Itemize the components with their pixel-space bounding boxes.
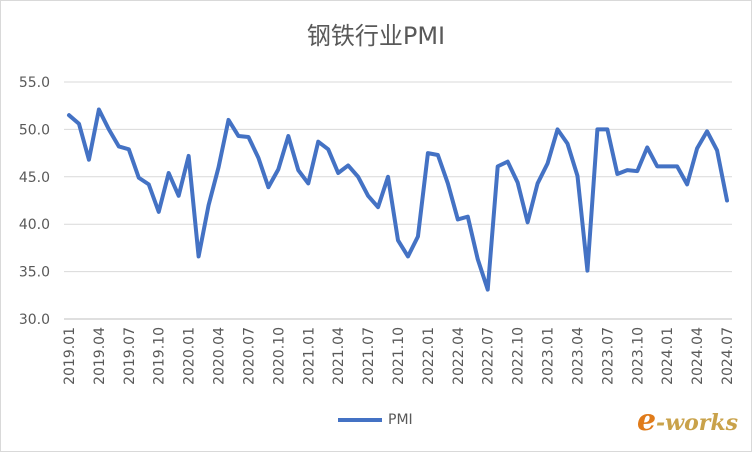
x-tick-label: 2020.10 bbox=[271, 327, 287, 385]
watermark-text: -works bbox=[656, 410, 738, 436]
x-tick-label: 2023.07 bbox=[600, 327, 616, 385]
x-tick-label: 2019.10 bbox=[152, 327, 168, 385]
legend-swatch bbox=[338, 418, 382, 422]
x-tick-label: 2019.07 bbox=[122, 327, 138, 385]
x-tick-label: 2020.04 bbox=[212, 327, 228, 385]
legend: PMI bbox=[338, 412, 413, 428]
y-tick-label: 40.0 bbox=[19, 217, 50, 233]
x-tick-label: 2021.07 bbox=[361, 327, 377, 385]
x-tick-label: 2021.04 bbox=[331, 327, 347, 385]
x-tick-label: 2021.01 bbox=[301, 327, 317, 385]
x-tick-label: 2023.04 bbox=[570, 327, 586, 385]
x-tick-label: 2023.01 bbox=[541, 327, 557, 385]
y-axis-ticks: 30.0 35.0 40.0 45.0 50.0 55.0 bbox=[19, 75, 50, 328]
series-layer bbox=[66, 107, 730, 292]
y-tick-label: 45.0 bbox=[19, 170, 50, 186]
series-line-pmi bbox=[66, 107, 730, 292]
x-tick-label: 2024.07 bbox=[720, 327, 736, 385]
watermark-logo: e-works bbox=[637, 403, 738, 438]
x-tick-label: 2020.07 bbox=[241, 327, 257, 385]
x-tick-label: 2022.04 bbox=[451, 327, 467, 385]
y-tick-label: 55.0 bbox=[19, 75, 50, 91]
y-tick-label: 50.0 bbox=[19, 122, 50, 138]
x-tick-label: 2023.10 bbox=[630, 327, 646, 385]
y-tick-label: 35.0 bbox=[19, 265, 50, 281]
chart-title: 钢铁行业PMI bbox=[306, 22, 446, 50]
x-tick-label: 2024.01 bbox=[660, 327, 676, 385]
y-tick-label: 30.0 bbox=[19, 312, 50, 328]
x-axis-ticks: 2019.01 2019.04 2019.07 2019.10 2020.01 2020.… bbox=[62, 327, 736, 385]
x-tick-label: 2019.01 bbox=[62, 327, 78, 385]
x-tick-label: 2019.04 bbox=[92, 327, 108, 385]
x-tick-label: 2021.10 bbox=[391, 327, 407, 385]
x-tick-label: 2022.10 bbox=[511, 327, 527, 385]
x-tick-label: 2022.01 bbox=[421, 327, 437, 385]
legend-label: PMI bbox=[388, 412, 413, 428]
grid-lines bbox=[64, 81, 732, 320]
x-tick-label: 2024.04 bbox=[690, 327, 706, 385]
x-tick-label: 2020.01 bbox=[182, 327, 198, 385]
watermark-e: e bbox=[636, 403, 657, 438]
x-tick-label: 2022.07 bbox=[481, 327, 497, 385]
